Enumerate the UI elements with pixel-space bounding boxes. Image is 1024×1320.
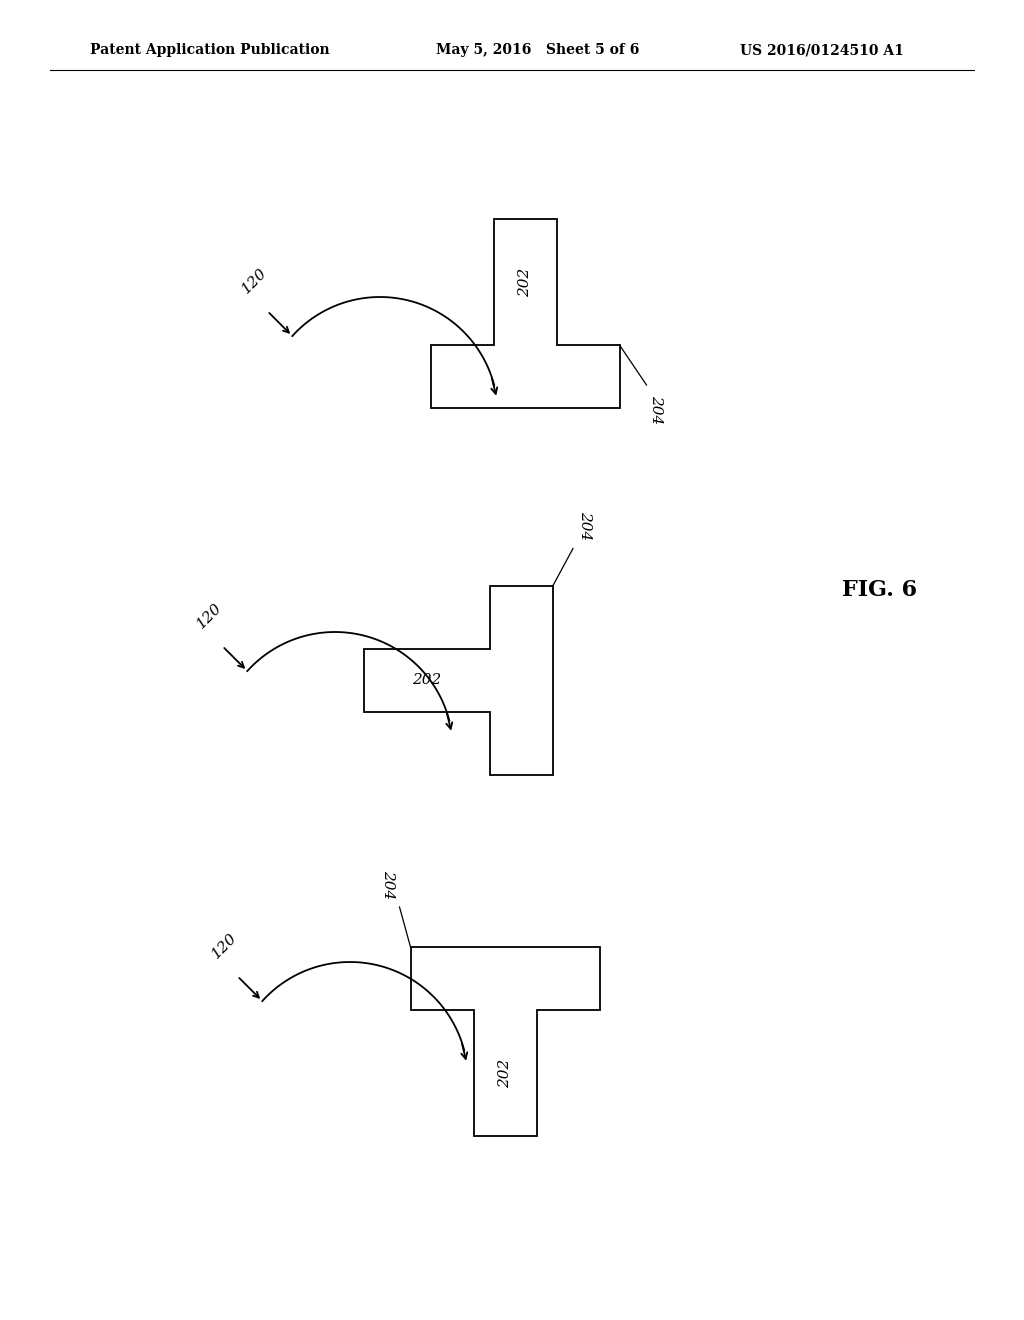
Text: 120: 120 xyxy=(239,265,269,296)
Text: 120: 120 xyxy=(194,601,224,631)
Text: 202: 202 xyxy=(518,268,532,297)
Text: 202: 202 xyxy=(413,673,441,686)
Text: May 5, 2016   Sheet 5 of 6: May 5, 2016 Sheet 5 of 6 xyxy=(436,44,639,57)
Text: 204: 204 xyxy=(382,870,395,899)
Text: 204: 204 xyxy=(649,395,664,424)
Text: FIG. 6: FIG. 6 xyxy=(842,579,918,601)
Text: Patent Application Publication: Patent Application Publication xyxy=(90,44,330,57)
Text: 204: 204 xyxy=(578,511,592,540)
Text: US 2016/0124510 A1: US 2016/0124510 A1 xyxy=(740,44,904,57)
Text: 202: 202 xyxy=(498,1059,512,1088)
Text: 120: 120 xyxy=(209,931,240,961)
